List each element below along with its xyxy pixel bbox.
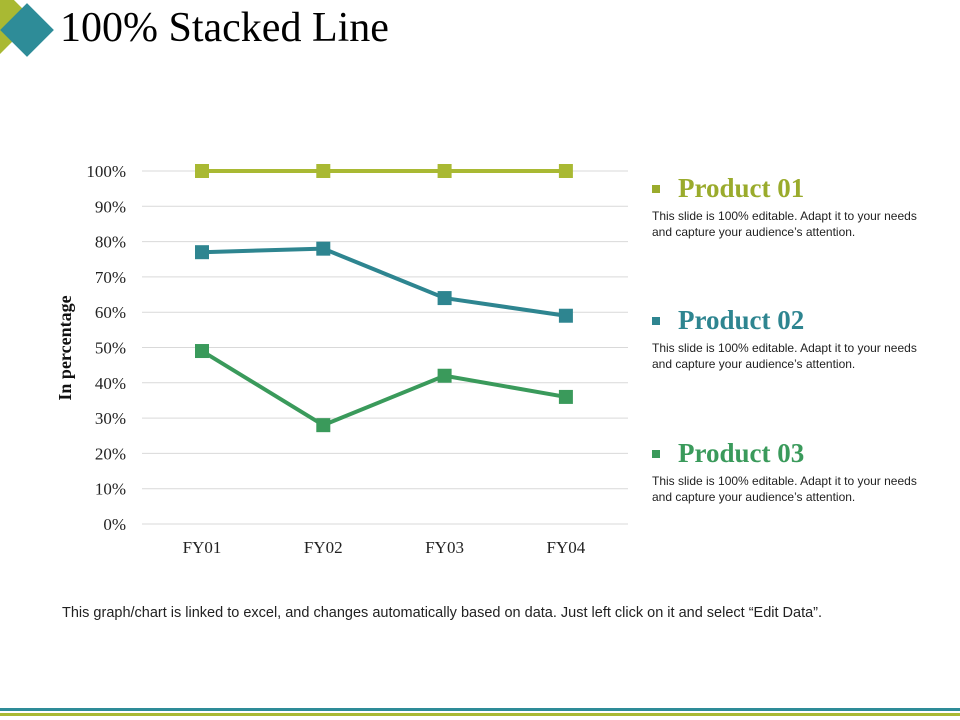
y-tick-label: 40% [95, 374, 126, 393]
bullet-icon [652, 449, 660, 458]
bottom-rule-teal [0, 708, 960, 711]
data-point-marker [437, 291, 452, 306]
slide-title: 100% Stacked Line [60, 5, 389, 51]
data-point-marker [316, 418, 331, 433]
data-point-marker [195, 164, 209, 178]
legend-product-01-text: This slide is 100% editable. Adapt it to… [652, 209, 917, 239]
data-point-marker [316, 241, 331, 256]
y-tick-label: 100% [86, 162, 126, 181]
footnote: This graph/chart is linked to excel, and… [62, 605, 823, 621]
data-point-marker [195, 344, 209, 359]
data-point-marker [437, 368, 452, 383]
data-point-marker [558, 389, 573, 404]
data-point-marker [437, 164, 452, 178]
x-tick-label: FY01 [183, 538, 222, 557]
data-point-marker [195, 245, 209, 260]
line-chart: 0% 10% 20% 30% 40% 50% 60% 70% 80% 90% 100% FY01 FY0… [55, 162, 628, 557]
y-tick-label: 60% [95, 303, 126, 322]
x-tick-label: FY04 [547, 538, 586, 557]
series-line-2 [201, 246, 567, 318]
y-tick-label: 70% [95, 268, 126, 287]
legend-product-02-text: This slide is 100% editable. Adapt it to… [652, 341, 917, 371]
data-point-marker [558, 308, 573, 323]
legend-entry-product-02: Product 02 This slide is 100% editable. … [652, 305, 952, 372]
x-tick-label: FY02 [304, 538, 343, 557]
y-tick-label: 20% [95, 444, 126, 463]
legend-product-03-text: This slide is 100% editable. Adapt it to… [652, 474, 917, 504]
y-tick-label: 10% [95, 480, 126, 499]
legend-product-02-name: Product 02 [678, 305, 805, 335]
bottom-rule-green [0, 713, 960, 716]
data-point-marker [316, 164, 331, 178]
legend-product-03-name: Product 03 [678, 438, 805, 468]
bullet-icon [652, 316, 660, 325]
series-line-3 [200, 349, 567, 428]
data-point-marker [558, 164, 573, 178]
legend-entry-product-01: Product 01 This slide is 100% editable. … [652, 173, 952, 240]
legend-product-01-name: Product 01 [678, 173, 805, 203]
x-tick-label: FY03 [425, 538, 464, 557]
y-tick-label: 80% [95, 233, 126, 252]
y-tick-label: 30% [95, 409, 126, 428]
y-tick-label: 0% [103, 515, 126, 534]
bullet-icon [652, 184, 660, 193]
y-axis-title: In percentage [55, 295, 75, 400]
legend-entry-product-03: Product 03 This slide is 100% editable. … [652, 438, 952, 505]
y-tick-label: 50% [95, 339, 126, 358]
y-tick-label: 90% [95, 197, 126, 216]
